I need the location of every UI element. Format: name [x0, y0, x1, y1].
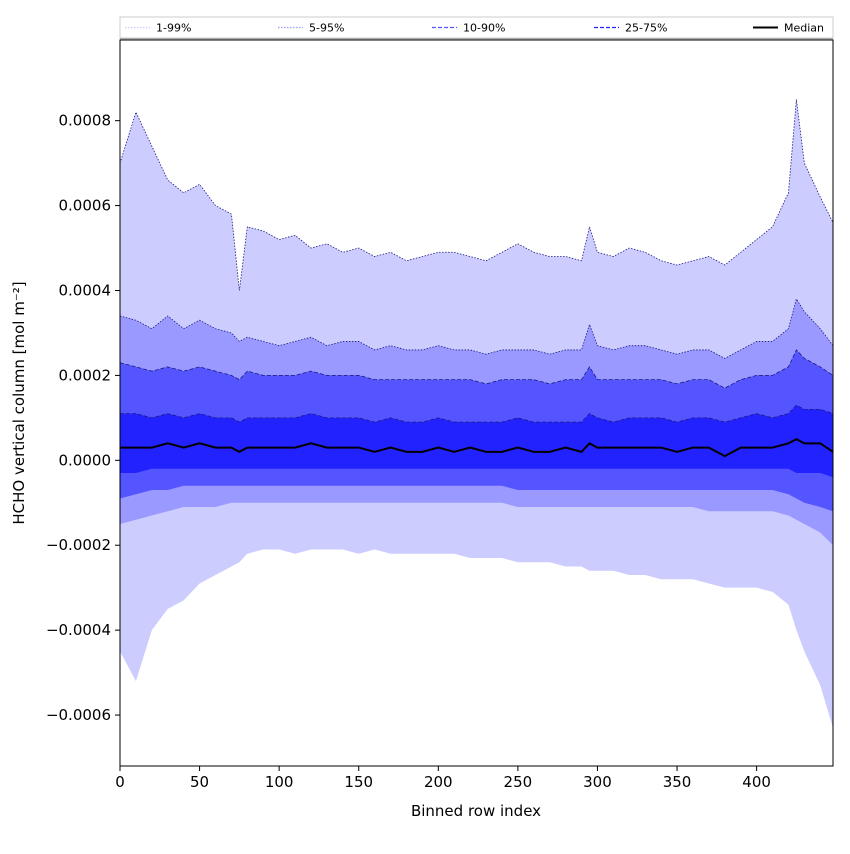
median-layer — [120, 437, 833, 458]
band-25-75 — [120, 405, 833, 478]
legend-label: 1-99% — [156, 22, 191, 35]
y-tick-label: 0.0006 — [59, 197, 112, 215]
x-tick-label: 50 — [190, 773, 209, 791]
y-axis: −0.0006 −0.0004 −0.0002 0.0000 0.0002 0.0004 0… — [46, 112, 120, 724]
x-tick-label: 400 — [742, 773, 771, 791]
plot-frame — [119, 39, 834, 767]
legend-label: 25-75% — [625, 22, 667, 35]
legend-item-10-90: 10-90% — [432, 22, 505, 35]
y-tick-label: 0.0000 — [59, 451, 112, 469]
x-tick-label: 350 — [663, 773, 692, 791]
legend-item-5-95: 5-95% — [278, 22, 344, 35]
legend-items: 1-99% 5-95% 10-90% 25-75% Median — [125, 22, 824, 35]
y-tick-label: −0.0004 — [46, 621, 111, 639]
x-axis: 0 50 100 150 200 250 300 350 400 — [115, 766, 771, 791]
y-tick-label: 0.0002 — [59, 366, 112, 384]
x-tick-label: 0 — [115, 773, 125, 791]
legend-item-25-75: 25-75% — [594, 22, 667, 35]
legend-label: Median — [784, 22, 824, 35]
x-axis-title: Binned row index — [411, 802, 541, 820]
x-tick-label: 100 — [265, 773, 294, 791]
legend-item-1-99: 1-99% — [125, 22, 191, 35]
median-line — [120, 437, 833, 458]
x-tick-label: 300 — [583, 773, 612, 791]
band-upper-line-5-95 — [120, 297, 833, 359]
x-tick-label: 150 — [344, 773, 373, 791]
x-tick-label: 250 — [504, 773, 533, 791]
legend-box — [119, 16, 834, 39]
percentile-bands — [120, 99, 833, 728]
legend-label: 5-95% — [309, 22, 344, 35]
band-upper-line-25-75 — [120, 404, 833, 423]
y-tick-label: −0.0002 — [46, 536, 111, 554]
band-upper-line-1-99 — [120, 99, 833, 291]
legend-item-median: Median — [753, 22, 824, 35]
y-tick-label: 0.0004 — [59, 281, 112, 299]
percentile-bound-lines — [120, 99, 833, 423]
y-tick-label: 0.0008 — [59, 112, 112, 130]
y-tick-label: −0.0006 — [46, 706, 111, 724]
y-axis-title: HCHO vertical column [mol m⁻²] — [10, 281, 28, 524]
legend-label: 10-90% — [463, 22, 505, 35]
x-tick-label: 200 — [424, 773, 453, 791]
legend: 1-99% 5-95% 10-90% 25-75% Median — [119, 16, 834, 40]
